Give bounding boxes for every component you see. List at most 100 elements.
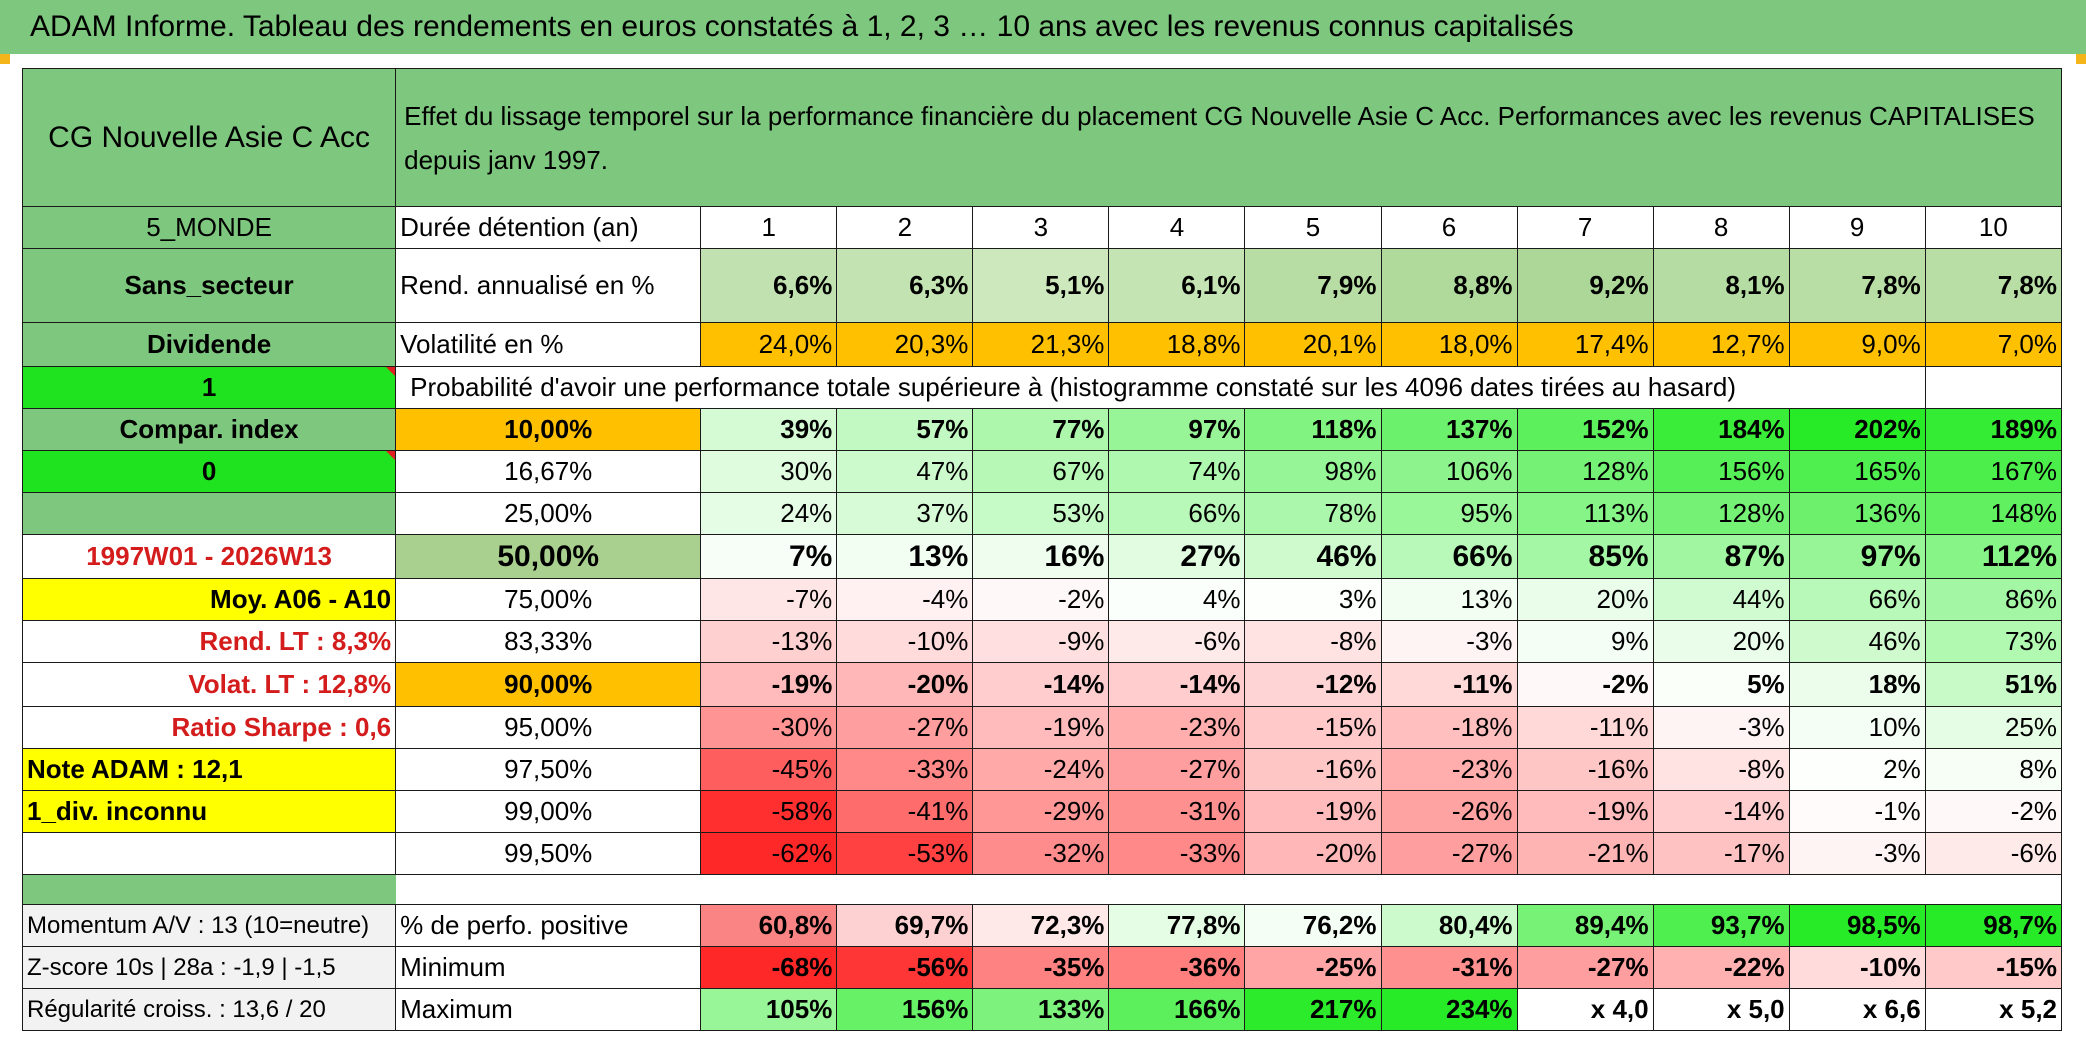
volatility-cell: 18,8% xyxy=(1108,322,1246,367)
index-flag-cell: 1 xyxy=(21,366,397,409)
performance-cell: -9% xyxy=(972,620,1110,663)
performance-cell: 8% xyxy=(1924,748,2063,791)
volatility-cell: 9,0% xyxy=(1788,322,1926,367)
performance-cell: 202% xyxy=(1788,408,1926,451)
probability-threshold: 50,00% xyxy=(395,534,702,579)
maximum-cell: 156% xyxy=(836,988,974,1031)
duration-header: 5 xyxy=(1244,206,1382,249)
maximum-cell: x 5,0 xyxy=(1652,988,1790,1031)
duration-label: Durée détention (an) xyxy=(395,206,702,249)
performance-cell: 20% xyxy=(1652,620,1790,663)
performance-cell: 30% xyxy=(700,450,838,493)
performance-cell: 37% xyxy=(836,492,974,535)
performance-cell: -14% xyxy=(1108,662,1246,707)
performance-cell: 7% xyxy=(700,534,838,579)
performance-cell: 87% xyxy=(1652,534,1790,579)
performance-cell: -10% xyxy=(836,620,974,663)
performance-cell: 128% xyxy=(1652,492,1790,535)
positive-performance-cell: 72,3% xyxy=(972,904,1110,947)
fund-name-cell: CG Nouvelle Asie C Acc xyxy=(21,68,397,207)
minimum-label: Minimum xyxy=(395,946,702,989)
empty-cell xyxy=(1789,366,1926,409)
performance-cell: 118% xyxy=(1244,408,1382,451)
performance-cell: -13% xyxy=(700,620,838,663)
minimum-cell: -56% xyxy=(836,946,974,989)
performance-cell: -14% xyxy=(1652,790,1790,833)
performance-cell: 66% xyxy=(1380,534,1518,579)
performance-cell: -27% xyxy=(1108,748,1246,791)
performance-cell: -23% xyxy=(1380,748,1518,791)
note-adam-label: Note ADAM : 12,1 xyxy=(21,748,397,791)
positive-performance-cell: 76,2% xyxy=(1244,904,1382,947)
performance-cell: -19% xyxy=(972,706,1110,749)
performance-cell: -1% xyxy=(1788,790,1926,833)
minimum-cell: -36% xyxy=(1108,946,1246,989)
performance-cell: -17% xyxy=(1652,832,1790,875)
performance-cell: 189% xyxy=(1924,408,2063,451)
annual-return-cell: 7,8% xyxy=(1788,248,1926,323)
performance-cell: -6% xyxy=(1108,620,1246,663)
performance-cell: -23% xyxy=(1108,706,1246,749)
performance-cell: 86% xyxy=(1924,578,2063,621)
performance-cell: -2% xyxy=(1516,662,1654,707)
zero-flag-cell: 0 xyxy=(21,450,397,493)
performance-cell: 113% xyxy=(1516,492,1654,535)
performance-cell: -32% xyxy=(972,832,1110,875)
performance-cell: 128% xyxy=(1516,450,1654,493)
annual-return-cell: 7,9% xyxy=(1244,248,1382,323)
performance-cell: -27% xyxy=(1380,832,1518,875)
duration-header: 3 xyxy=(972,206,1110,249)
positive-performance-cell: 69,7% xyxy=(836,904,974,947)
performance-cell: -8% xyxy=(1652,748,1790,791)
performance-cell: 136% xyxy=(1788,492,1926,535)
volat-lt-label: Volat. LT : 12,8% xyxy=(21,662,397,707)
performance-cell: 4% xyxy=(1108,578,1246,621)
duration-header: 6 xyxy=(1380,206,1518,249)
dividend-label: Dividende xyxy=(21,322,397,367)
probability-header: Probabilité d'avoir une performance tota… xyxy=(395,366,1790,409)
empty-label-cell xyxy=(21,492,397,535)
performance-cell: -53% xyxy=(836,832,974,875)
performance-cell: 106% xyxy=(1380,450,1518,493)
performance-cell: 27% xyxy=(1108,534,1246,579)
performance-cell: 16% xyxy=(972,534,1110,579)
volatility-cell: 18,0% xyxy=(1380,322,1518,367)
performance-cell: -3% xyxy=(1788,832,1926,875)
duration-header: 1 xyxy=(700,206,838,249)
minimum-cell: -31% xyxy=(1380,946,1518,989)
performance-cell: 184% xyxy=(1652,408,1790,451)
performance-cell: 78% xyxy=(1244,492,1382,535)
spacer-cell xyxy=(21,874,396,905)
performance-cell: -15% xyxy=(1244,706,1382,749)
performance-cell: 57% xyxy=(836,408,974,451)
minimum-cell: -68% xyxy=(700,946,838,989)
performance-cell: -18% xyxy=(1380,706,1518,749)
performance-cell: -19% xyxy=(1516,790,1654,833)
performance-cell: -2% xyxy=(1924,790,2063,833)
performance-cell: 137% xyxy=(1380,408,1518,451)
duration-header: 4 xyxy=(1108,206,1246,249)
annual-return-cell: 9,2% xyxy=(1516,248,1654,323)
annual-return-cell: 6,1% xyxy=(1108,248,1246,323)
performance-cell: 67% xyxy=(972,450,1110,493)
dividend-status-label: 1_div. inconnu xyxy=(21,790,397,833)
performance-cell: 5% xyxy=(1652,662,1790,707)
probability-threshold: 10,00% xyxy=(395,408,702,451)
volatility-cell: 17,4% xyxy=(1516,322,1654,367)
performance-cell: 112% xyxy=(1924,534,2063,579)
corner-marker xyxy=(2076,54,2086,64)
performance-table: CG Nouvelle Asie C Acc Effet du lissage … xyxy=(21,68,2063,1031)
probability-threshold: 83,33% xyxy=(395,620,702,663)
volatility-cell: 20,3% xyxy=(836,322,974,367)
performance-cell: -27% xyxy=(836,706,974,749)
annual-return-cell: 8,8% xyxy=(1380,248,1518,323)
report-title-banner: ADAM Informe. Tableau des rendements en … xyxy=(0,0,2086,54)
positive-performance-cell: 89,4% xyxy=(1516,904,1654,947)
duration-header: 7 xyxy=(1516,206,1654,249)
compar-index-label: Compar. index xyxy=(21,408,397,451)
performance-cell: 156% xyxy=(1652,450,1790,493)
performance-cell: -16% xyxy=(1516,748,1654,791)
positive-performance-cell: 93,7% xyxy=(1652,904,1790,947)
maximum-cell: x 4,0 xyxy=(1516,988,1654,1031)
performance-cell: 13% xyxy=(836,534,974,579)
